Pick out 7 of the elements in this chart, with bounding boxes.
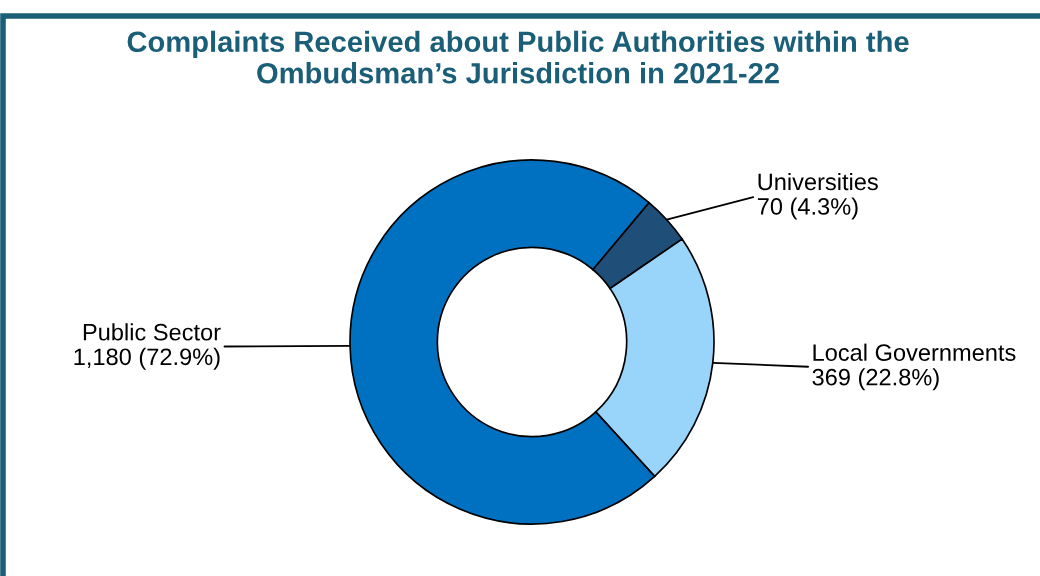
data-label: 70 (4.3%): [757, 197, 858, 220]
slice-label: Local Governments: [813, 343, 1016, 361]
slice-label: Universities: [758, 172, 878, 191]
chart-title: Complaints Received about Public Authorities within the Ombudsman’s Jurisdiction in 2021-22: [127, 30, 909, 84]
data-label: 369 (22.8%): [812, 368, 939, 391]
slice-label: Public Sector: [83, 323, 221, 341]
data-label: 1,180 (72.9%): [74, 347, 220, 370]
